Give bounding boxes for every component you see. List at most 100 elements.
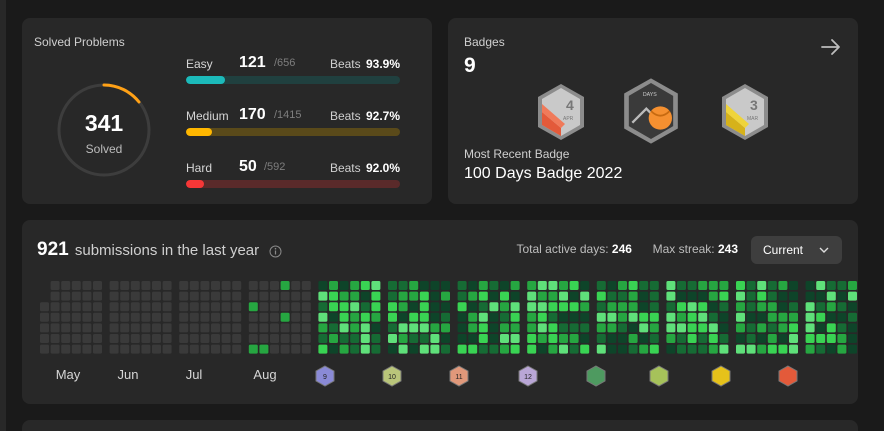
heatmap-cell[interactable] [649,291,659,301]
heatmap-cell[interactable] [457,302,467,312]
heatmap-cell[interactable] [93,334,102,343]
heatmap-cell[interactable] [767,312,777,322]
heatmap-cell[interactable] [329,302,338,312]
heatmap-cell[interactable] [767,344,777,354]
heatmap-cell[interactable] [152,334,161,343]
heatmap-cell[interactable] [419,281,429,290]
heatmap-cell[interactable] [419,291,429,301]
heatmap-cell[interactable] [666,281,676,290]
heatmap-cell[interactable] [388,312,397,322]
heatmap-cell[interactable] [430,323,440,333]
heatmap-cell[interactable] [221,344,231,354]
heatmap-cell[interactable] [719,334,729,343]
heatmap-cell[interactable] [527,334,537,343]
heatmap-cell[interactable] [778,291,788,301]
heatmap-cell[interactable] [548,312,558,322]
heatmap-cell[interactable] [457,291,467,301]
heatmap-cell[interactable] [270,323,279,333]
heatmap-cell[interactable] [826,334,836,343]
heatmap-cell[interactable] [569,312,579,322]
heatmap-cell[interactable] [270,302,279,312]
heatmap-cell[interactable] [596,323,606,333]
heatmap-cell[interactable] [350,291,360,301]
heatmap-cell[interactable] [607,323,617,333]
heatmap-cell[interactable] [468,291,478,301]
heatmap-cell[interactable] [40,344,49,354]
heatmap-cell[interactable] [109,312,119,322]
heatmap-cell[interactable] [141,323,151,333]
heatmap-cell[interactable] [848,323,857,333]
heatmap-cell[interactable] [339,291,349,301]
heatmap-cell[interactable] [677,323,686,333]
heatmap-cell[interactable] [120,291,130,301]
heatmap-cell[interactable] [301,302,311,312]
heatmap-cell[interactable] [211,312,220,322]
heatmap-cell[interactable] [607,281,617,290]
monthly-badge-icon[interactable] [649,365,669,387]
march-badge-icon[interactable]: 3 MAR [719,82,771,142]
heatmap-cell[interactable] [430,291,440,301]
heatmap-cell[interactable] [698,291,708,301]
heatmap-cell[interactable] [120,302,130,312]
heatmap-cell[interactable] [837,323,847,333]
heatmap-cell[interactable] [71,312,81,322]
heatmap-cell[interactable] [162,291,172,301]
heatmap-cell[interactable] [468,312,478,322]
heatmap-cell[interactable] [559,291,568,301]
heatmap-cell[interactable] [93,302,102,312]
heatmap-cell[interactable] [826,291,836,301]
heatmap-cell[interactable] [130,291,140,301]
heatmap-cell[interactable] [746,302,756,312]
heatmap-cell[interactable] [318,323,328,333]
heatmap-cell[interactable] [291,334,301,343]
heatmap-cell[interactable] [478,281,488,290]
heatmap-cell[interactable] [527,312,537,322]
heatmap-cell[interactable] [232,302,242,312]
heatmap-cell[interactable] [50,312,60,322]
heatmap-cell[interactable] [109,334,119,343]
heatmap-cell[interactable] [719,302,729,312]
heatmap-cell[interactable] [719,281,729,290]
heatmap-cell[interactable] [270,291,279,301]
heatmap-cell[interactable] [211,281,220,290]
heatmap-cell[interactable] [221,334,231,343]
heatmap-cell[interactable] [61,302,71,312]
heatmap-cell[interactable] [805,334,815,343]
heatmap-cell[interactable] [398,312,408,322]
heatmap-cell[interactable] [409,344,419,354]
heatmap-cell[interactable] [826,323,836,333]
heatmap-cell[interactable] [837,312,847,322]
heatmap-cell[interactable] [816,281,826,290]
heatmap-cell[interactable] [232,344,242,354]
heatmap-cell[interactable] [430,334,440,343]
heatmap-cell[interactable] [778,302,788,312]
heatmap-cell[interactable] [248,323,258,333]
monthly-badge-icon[interactable]: 9 [315,365,335,387]
april-badge-icon[interactable]: 4 APR [535,82,587,142]
heatmap-cell[interactable] [398,291,408,301]
heatmap-cell[interactable] [628,334,638,343]
heatmap-cell[interactable] [757,312,767,322]
heatmap-cell[interactable] [649,302,659,312]
heatmap-cell[interactable] [559,323,568,333]
heatmap-cell[interactable] [837,291,847,301]
heatmap-cell[interactable] [360,291,370,301]
heatmap-cell[interactable] [687,344,697,354]
heatmap-cell[interactable] [71,344,81,354]
heatmap-cell[interactable] [510,291,520,301]
heatmap-cell[interactable] [318,344,328,354]
heatmap-cell[interactable] [789,291,798,301]
heatmap-cell[interactable] [767,302,777,312]
heatmap-cell[interactable] [350,323,360,333]
heatmap-cell[interactable] [628,302,638,312]
monthly-badge-icon[interactable]: 10 [382,365,402,387]
heatmap-cell[interactable] [441,302,450,312]
heatmap-cell[interactable] [816,302,826,312]
heatmap-cell[interactable] [82,344,92,354]
heatmap-cell[interactable] [746,334,756,343]
heatmap-cell[interactable] [848,302,857,312]
heatmap-cell[interactable] [339,323,349,333]
heatmap-cell[interactable] [736,323,745,333]
heatmap-cell[interactable] [232,334,242,343]
heatmap-cell[interactable] [360,312,370,322]
